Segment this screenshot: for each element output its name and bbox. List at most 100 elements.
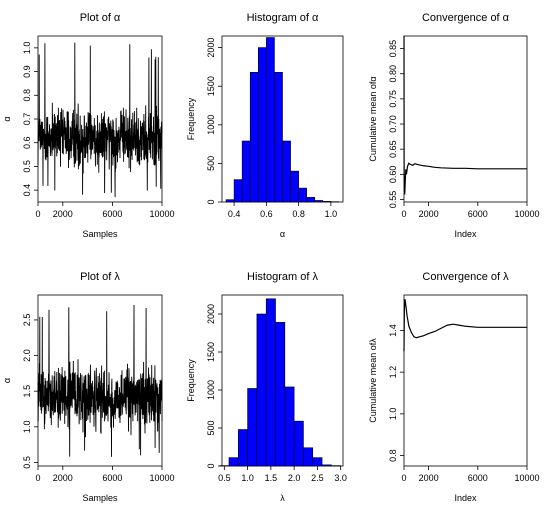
lambda-hist-y-tick-label: 1500: [206, 342, 216, 362]
lambda-hist-bar: [321, 464, 332, 467]
alpha-hist-bar: [257, 47, 267, 203]
alpha-convergence-x-tick-label: 2000: [419, 209, 439, 219]
lambda-hist-x-tick-label: 3.0: [334, 473, 347, 483]
lambda-trace-panel: Plot of λ Samples α 0 2000 6000 10000 0.5 1.0 1.5…: [2, 271, 175, 503]
alpha-hist-bar: [282, 140, 291, 203]
lambda-hist-x-tick-label: 1.0: [241, 473, 254, 483]
alpha-trace-y-tick-label: 0.7: [22, 113, 32, 126]
alpha-trace-x-axis-label: Samples: [82, 229, 118, 239]
alpha-trace-y-tick-label: 0.6: [22, 136, 32, 149]
alpha-trace-x-tick-label: 2000: [53, 209, 73, 219]
alpha-hist-bar: [241, 140, 251, 203]
lambda-hist-title: Histogram of λ: [247, 271, 318, 283]
lambda-convergence-x-tick-label: 6000: [468, 473, 488, 483]
lambda-trace-trace-line: [37, 304, 163, 457]
alpha-hist-bar: [274, 71, 283, 203]
alpha-convergence-y-tick-label: 0.75: [388, 90, 398, 108]
lambda-convergence-y-tick-label: 0.8: [388, 449, 398, 462]
alpha-trace-x-tick-label: 10000: [149, 209, 174, 219]
alpha-trace-y-tick-label: 0.8: [22, 89, 32, 102]
alpha-convergence-y-tick-label: 0.60: [388, 166, 398, 184]
lambda-hist-bar: [256, 313, 267, 467]
alpha-convergence-title: Convergence of α: [422, 12, 510, 24]
lambda-hist-x-tick-label: 2.0: [288, 473, 301, 483]
alpha-hist-y-tick-label: 1000: [206, 115, 216, 135]
alpha-hist-x-axis-label: α: [280, 229, 285, 239]
alpha-convergence-y-tick-label: 0.55: [388, 191, 398, 209]
lambda-hist-y-tick-label: 1000: [206, 380, 216, 400]
alpha-hist-bar: [290, 170, 299, 203]
alpha-trace-x-tick-label: 6000: [102, 209, 122, 219]
lambda-trace-x-tick-label: 2000: [53, 473, 73, 483]
lambda-hist-bar: [237, 429, 248, 467]
alpha-trace-panel: Plot of α Samples α 0 2000 6000 10000 0.4 0.5 0.6…: [2, 12, 175, 239]
lambda-trace-y-tick-label: 2.5: [22, 314, 32, 327]
alpha-convergence-y-tick-label: 0.80: [388, 65, 398, 83]
alpha-convergence-cumulative-mean-line: [403, 35, 527, 195]
lambda-hist-x-tick-label: 2.5: [311, 473, 324, 483]
lambda-convergence-title: Convergence of λ: [422, 271, 509, 283]
lambda-hist-bar: [303, 447, 314, 467]
alpha-trace-y-axis-label: α: [2, 116, 12, 121]
lambda-hist-bar: [293, 420, 304, 467]
alpha-hist-title: Histogram of α: [247, 12, 319, 24]
alpha-hist-y-tick-label: 2000: [206, 38, 216, 58]
alpha-trace-trace-line: [37, 42, 163, 198]
alpha-trace-y-tick-label: 0.5: [22, 160, 32, 173]
lambda-hist-y-tick-label: 2000: [206, 304, 216, 324]
lambda-hist-bar: [312, 457, 323, 467]
lambda-hist-y-tick-label: 0: [206, 463, 216, 468]
alpha-convergence-panel: Convergence of α Index Cumulative mean ofα…: [368, 12, 540, 239]
alpha-trace-y-tick-label: 0.4: [22, 184, 32, 197]
alpha-hist-x-tick-label: 0.6: [260, 209, 273, 219]
lambda-convergence-x-tick-label: 0: [401, 473, 406, 483]
alpha-hist-x-tick-label: 0.4: [228, 209, 241, 219]
lambda-convergence-x-axis-label: Index: [454, 493, 477, 503]
alpha-convergence-y-tick-label: 0.85: [388, 40, 398, 58]
lambda-convergence-y-axis-label: Cumulative mean ofλ: [368, 338, 378, 423]
lambda-trace-y-axis-label: α: [2, 378, 12, 383]
lambda-hist-bar: [247, 388, 258, 467]
alpha-trace-plot-frame: [37, 35, 163, 203]
lambda-hist-x-tick-label: 1.5: [265, 473, 278, 483]
alpha-hist-y-tick-label: 500: [206, 156, 216, 171]
lambda-convergence-y-tick-label: 1.0: [388, 408, 398, 421]
lambda-hist-x-axis-label: λ: [280, 493, 285, 503]
alpha-hist-x-tick-label: 1.0: [325, 209, 338, 219]
lambda-hist-bar: [284, 386, 295, 467]
alpha-hist-bar: [233, 179, 243, 203]
alpha-hist-bar: [225, 199, 235, 203]
alpha-convergence-y-axis-label: Cumulative mean ofα: [368, 76, 378, 161]
lambda-trace-x-tick-label: 0: [35, 473, 40, 483]
alpha-convergence-y-tick-label: 0.65: [388, 140, 398, 158]
alpha-convergence-x-tick-label: 10000: [514, 209, 539, 219]
alpha-hist-y-axis-label: Frequency: [186, 97, 196, 140]
alpha-hist-bar: [266, 37, 275, 203]
alpha-hist-y-tick-label: 1500: [206, 76, 216, 96]
lambda-convergence-x-tick-label: 2000: [419, 473, 439, 483]
lambda-trace-title: Plot of λ: [80, 271, 120, 283]
lambda-trace-y-tick-label: 1.0: [22, 421, 32, 434]
lambda-trace-y-tick-label: 2.0: [22, 349, 32, 362]
alpha-convergence-plot-frame: [403, 35, 528, 203]
lambda-trace-x-tick-label: 6000: [102, 473, 122, 483]
lambda-convergence-x-tick-label: 10000: [514, 473, 539, 483]
alpha-convergence-x-tick-label: 0: [401, 209, 406, 219]
lambda-trace-y-tick-label: 1.5: [22, 385, 32, 398]
alpha-hist-y-tick-label: 0: [206, 199, 216, 204]
lambda-trace-y-tick-label: 0.5: [22, 456, 32, 469]
alpha-hist-bar: [322, 201, 332, 203]
lambda-hist-panel: Histogram of λ λ Frequency 0.5 1.0 1.5 2.0 2.5 3…: [186, 271, 347, 503]
lambda-hist-bar: [228, 457, 239, 467]
lambda-trace-x-tick-label: 10000: [149, 473, 174, 483]
alpha-hist-bar: [314, 200, 324, 203]
alpha-trace-title: Plot of α: [80, 12, 121, 24]
alpha-hist-panel: Histogram of α α Frequency 0.4 0.6 0.8 1.0 0 500…: [186, 12, 344, 239]
lambda-hist-bar: [265, 298, 276, 467]
lambda-hist-bar: [275, 322, 286, 467]
lambda-convergence-y-tick-label: 1.2: [388, 366, 398, 379]
alpha-convergence-x-tick-label: 6000: [468, 209, 488, 219]
alpha-trace-y-tick-label: 0.9: [22, 65, 32, 78]
lambda-trace-x-axis-label: Samples: [82, 493, 118, 503]
